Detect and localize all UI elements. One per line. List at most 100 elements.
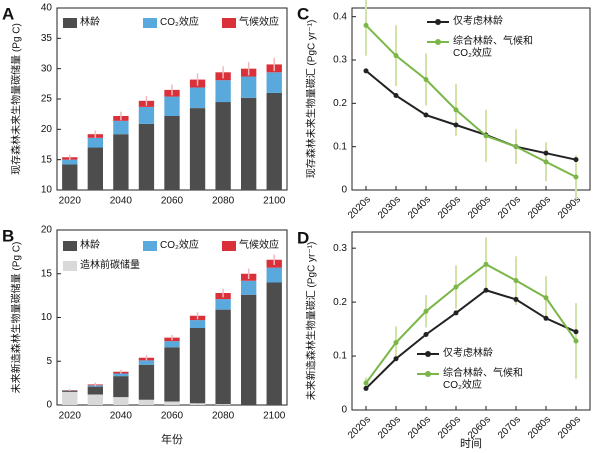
point (393, 340, 399, 346)
point (513, 144, 519, 150)
y-tick-label: 0.1 (333, 141, 347, 152)
y-tick-label: 0.2 (333, 98, 347, 109)
bar-segment (215, 309, 231, 405)
legend-swatch (143, 241, 157, 251)
legend-text: CO₂效应 (160, 17, 199, 28)
legend-line (417, 348, 439, 360)
legend-item: 综合林龄、气候和CO₂效应 (417, 368, 523, 392)
point (543, 150, 549, 156)
line (365, 70, 577, 161)
point (363, 22, 369, 28)
x-tick-label: 2060 (161, 411, 184, 422)
bar-segment (215, 404, 231, 405)
point (453, 310, 459, 316)
bar-segment (164, 115, 180, 190)
bar-segment (62, 164, 78, 190)
bar-segment (164, 347, 180, 402)
point (393, 356, 399, 362)
legend-line (427, 36, 449, 48)
legend-item: 林龄 (63, 17, 100, 29)
legend-text: 林龄 (80, 17, 100, 28)
y-tick-label: 5 (46, 356, 52, 367)
point (453, 107, 459, 113)
bar-segment (164, 96, 180, 116)
y-tick-label: 0 (341, 185, 347, 196)
point (453, 122, 459, 128)
y-tick-label: 40 (41, 3, 53, 14)
x-tick-label: 2020 (59, 411, 82, 422)
legend-text: 综合林龄、气候和CO₂效应 (443, 368, 523, 391)
point (513, 278, 519, 284)
legend-item: 仅考虑林龄 (427, 16, 533, 28)
y-tick-label: 10 (41, 312, 53, 323)
point (423, 112, 429, 118)
point (543, 159, 549, 165)
y-tick-label: 0.2 (333, 297, 347, 308)
legend-text: 气候效应 (239, 240, 279, 251)
x-tick-label: 2090s (556, 414, 583, 441)
bar-segment (215, 299, 231, 310)
x-tick-label: 2060s (466, 194, 493, 221)
bar-segment (266, 72, 282, 93)
bar-segment (189, 87, 206, 109)
legend-text: 仅考虑林龄 (453, 16, 503, 27)
x-tick-label: 2070s (496, 194, 523, 221)
line (365, 263, 577, 384)
bar-segment (189, 320, 206, 328)
y-tick-label: 0.3 (333, 55, 347, 66)
line (365, 24, 577, 178)
legend-item: 综合林龄、气候和CO₂效应 (427, 36, 533, 60)
legend-item: 造林前碳储量 (63, 260, 140, 272)
legend-swatch (63, 261, 77, 271)
x-tick-label: 2080 (212, 196, 235, 207)
panel-label: A (2, 4, 14, 23)
y-tick-label: 0 (341, 405, 347, 416)
bar-segment (113, 134, 129, 190)
y-tick-label: 35 (41, 33, 53, 44)
x-tick-label: 2050s (436, 414, 463, 441)
y-tick-label: 15 (41, 154, 53, 165)
x-tick-label: 2050s (436, 194, 463, 221)
legend-text: 综合林龄、气候和CO₂效应 (453, 36, 533, 59)
line (365, 289, 577, 390)
y-tick-label: 0.3 (333, 243, 347, 254)
bar-segment (241, 294, 257, 405)
x-tick-label: 2100 (263, 196, 286, 207)
legend-line (427, 16, 449, 28)
x-tick-label: 2040 (110, 196, 133, 207)
x-tick-label: 2100 (263, 411, 286, 422)
point (423, 77, 429, 82)
bar-segment (62, 391, 78, 392)
x-tick-label: 2090s (556, 194, 583, 221)
point (363, 385, 369, 391)
x-axis-label: 时间 (460, 437, 482, 450)
bar-segment (87, 386, 103, 395)
point (573, 174, 579, 180)
legend-dot (425, 351, 431, 357)
y-tick-label: 0.4 (333, 11, 347, 22)
x-tick-label: 2080s (526, 194, 553, 221)
y-axis-label: 未来新造森林生物量碳汇 (PgC yr⁻¹) (305, 242, 318, 401)
legend-swatch (222, 241, 236, 251)
bar-segment (138, 399, 155, 405)
legend-text: 林龄 (80, 240, 100, 251)
y-tick-label: 15 (41, 268, 53, 279)
x-tick-label: 2060 (161, 196, 184, 207)
legend-item: 林龄 (63, 240, 100, 252)
point (483, 261, 489, 267)
point (423, 331, 429, 337)
point (573, 157, 579, 163)
y-tick-label: 25 (41, 94, 53, 105)
legend-swatch (222, 18, 236, 28)
bar-segment (138, 106, 155, 124)
plot-frame (351, 231, 591, 411)
y-tick-label: 30 (41, 63, 53, 74)
point (393, 53, 399, 59)
panel-label: D (297, 228, 309, 247)
y-tick-label: 20 (41, 225, 53, 236)
point (483, 287, 489, 293)
bar-segment (189, 328, 206, 404)
point (393, 93, 399, 99)
